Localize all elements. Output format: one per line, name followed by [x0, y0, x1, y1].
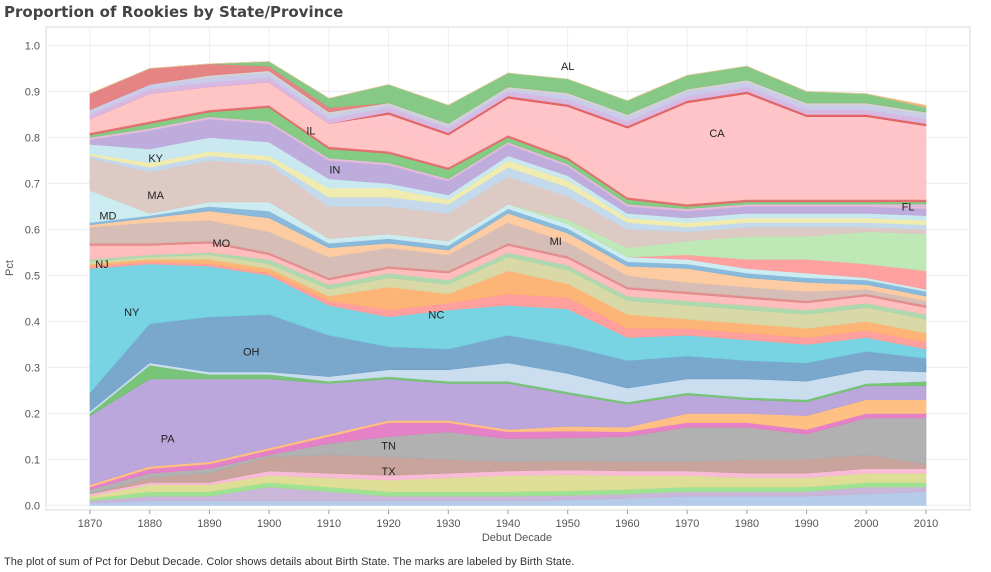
mark-labels: AL CA IL IN KY MA MD FL MO MI NJ NC NY OH PA TN TX [95, 61, 914, 478]
mark-label-il: IL [306, 126, 315, 138]
x-tick-label: 1950 [555, 518, 579, 530]
mark-label-nj: NJ [95, 259, 108, 271]
mark-label-pa: PA [161, 434, 176, 446]
mark-label-al: AL [561, 61, 574, 73]
chart-caption: The plot of sum of Pct for Debut Decade.… [4, 556, 575, 568]
y-tick-label: 0.3 [25, 362, 40, 374]
y-tick-label: 1.0 [25, 40, 40, 52]
mark-label-ky: KY [148, 153, 163, 165]
x-axis-label: Debut Decade [482, 532, 552, 544]
area-series [89, 61, 927, 506]
area-state-43 [89, 61, 927, 108]
y-tick-label: 0.4 [25, 316, 40, 328]
y-axis-ticks: 0.0 0.1 0.2 0.3 0.4 0.5 0.6 0.7 0.8 0.9 1.0 [25, 40, 40, 512]
mark-label-md: MD [99, 211, 116, 223]
mark-label-tx: TX [382, 466, 397, 478]
x-tick-label: 1900 [257, 518, 281, 530]
y-tick-label: 0.6 [25, 224, 40, 236]
mark-label-ma: MA [147, 190, 164, 202]
y-tick-label: 0.9 [25, 86, 40, 98]
x-tick-label: 1880 [137, 518, 161, 530]
mark-label-ca: CA [709, 128, 725, 140]
mark-label-ny: NY [124, 307, 140, 319]
x-tick-label: 1940 [496, 518, 520, 530]
mark-label-in: IN [329, 165, 340, 177]
chart-title: Proportion of Rookies by State/Province [4, 3, 344, 21]
y-tick-label: 0.1 [25, 454, 40, 466]
x-tick-label: 1990 [794, 518, 818, 530]
mark-label-fl: FL [902, 201, 915, 213]
x-tick-label: 1980 [735, 518, 759, 530]
x-tick-label: 1960 [615, 518, 639, 530]
mark-label-mi: MI [550, 236, 562, 248]
y-tick-label: 0.0 [25, 500, 40, 512]
y-tick-label: 0.2 [25, 408, 40, 420]
x-tick-label: 1910 [317, 518, 341, 530]
x-tick-label: 2010 [914, 518, 938, 530]
mark-label-mo: MO [213, 238, 231, 250]
x-tick-label: 1970 [675, 518, 699, 530]
mark-label-oh: OH [243, 346, 260, 358]
y-tick-label: 0.7 [25, 178, 40, 190]
y-tick-label: 0.8 [25, 132, 40, 144]
x-tick-label: 1870 [78, 518, 102, 530]
y-tick-label: 0.5 [25, 270, 40, 282]
x-axis-ticks: 1870 1880 1890 1900 1910 1920 1930 1940 1950 1960… [78, 510, 938, 530]
mark-label-tn: TN [381, 441, 396, 453]
x-tick-label: 1930 [436, 518, 460, 530]
mark-label-nc: NC [428, 310, 444, 322]
area-edge-state-43 [89, 61, 927, 106]
y-axis-label: Pct [4, 260, 16, 276]
x-tick-label: 1890 [197, 518, 221, 530]
x-tick-label: 1920 [376, 518, 400, 530]
x-tick-label: 2000 [854, 518, 878, 530]
